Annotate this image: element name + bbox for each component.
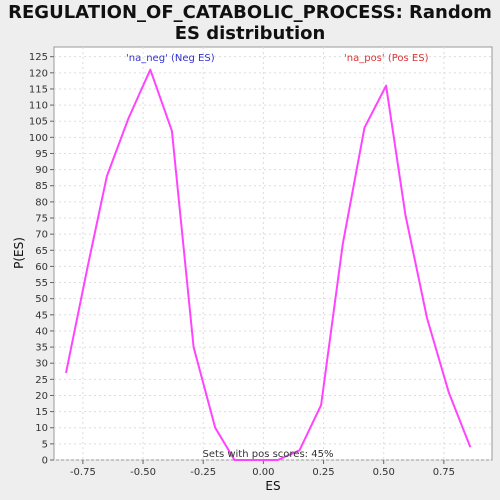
x-tick-label: 0.50 [373, 467, 395, 478]
y-tick-label: 110 [29, 101, 48, 112]
legend-pos: 'na_pos' (Pos ES) [344, 53, 429, 64]
y-tick-label: 10 [35, 423, 48, 434]
legend-neg: 'na_neg' (Neg ES) [126, 53, 215, 64]
y-tick-label: 105 [29, 117, 48, 128]
y-tick-label: 55 [35, 278, 48, 289]
tick-layer: 0 5 10 15 20 25 30 35 40 45 50 55 60 65 70 75 80 85 90 95 10… [29, 52, 455, 478]
y-tick-label: 120 [29, 68, 48, 79]
plot-area [53, 46, 493, 461]
y-axis-title: P(ES) [12, 237, 26, 269]
chart-title: REGULATION_OF_CATABOLIC_PROCESS: Random … [8, 2, 492, 44]
y-tick-label: 50 [35, 294, 48, 305]
pos-scores-annotation: Sets with pos scores: 45% [203, 449, 334, 460]
x-axis-title: ES [265, 479, 280, 493]
y-tick-label: 5 [42, 439, 48, 450]
y-tick-label: 115 [29, 84, 48, 95]
x-tick-label: -0.25 [190, 467, 216, 478]
y-tick-label: 95 [35, 149, 48, 160]
y-tick-label: 0 [42, 456, 48, 467]
series-layer [65, 68, 472, 461]
y-tick-label: 85 [35, 181, 48, 192]
y-tick-label: 60 [35, 262, 48, 273]
y-tick-label: 70 [35, 230, 48, 241]
grid-layer [54, 47, 492, 461]
x-tick-label: -0.50 [130, 467, 156, 478]
x-tick-label: 0.75 [433, 467, 455, 478]
y-tick-label: 30 [35, 359, 48, 370]
y-tick-label: 65 [35, 246, 48, 257]
x-tick-label: -0.75 [70, 467, 96, 478]
x-tick-label: 0.00 [252, 467, 274, 478]
y-tick-label: 80 [35, 197, 48, 208]
y-tick-label: 100 [29, 133, 48, 144]
y-tick-label: 90 [35, 165, 48, 176]
y-tick-label: 35 [35, 343, 48, 354]
series-line [65, 68, 472, 461]
y-tick-label: 20 [35, 391, 48, 402]
y-tick-label: 15 [35, 407, 48, 418]
y-tick-label: 75 [35, 214, 48, 225]
y-tick-label: 125 [29, 52, 48, 63]
y-tick-label: 40 [35, 326, 48, 337]
y-tick-label: 45 [35, 310, 48, 321]
y-tick-label: 25 [35, 375, 48, 386]
x-tick-label: 0.25 [312, 467, 334, 478]
